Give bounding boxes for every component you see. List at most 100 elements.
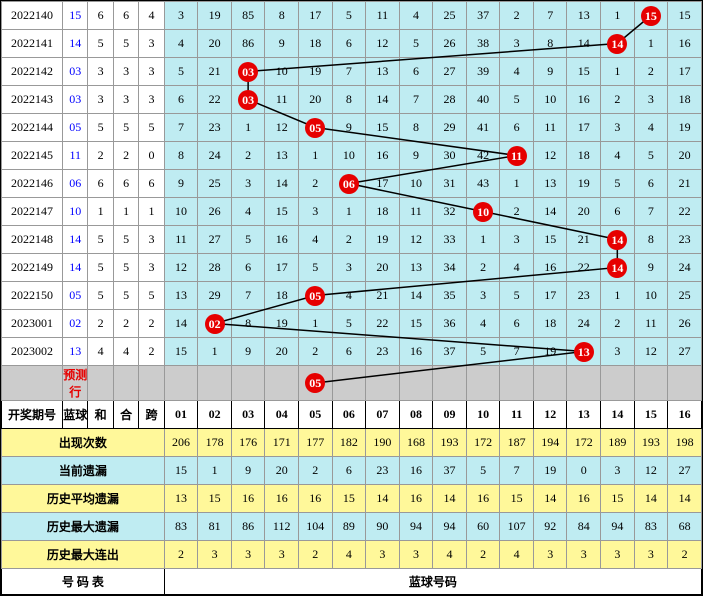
trend-cell: 14: [601, 226, 635, 254]
trend-cell: 5: [500, 282, 534, 310]
trend-cell: 1: [601, 2, 635, 30]
trend-cell: 20: [298, 86, 332, 114]
trend-cell: 21: [668, 170, 702, 198]
stat-cell: 83: [634, 513, 668, 541]
trend-cell: 22: [567, 254, 601, 282]
trend-cell: 17: [668, 58, 702, 86]
trend-cell: 1: [231, 114, 265, 142]
stat-cell: 177: [298, 429, 332, 457]
trend-cell: 7: [533, 2, 567, 30]
red-ball-marker: 14: [607, 34, 627, 54]
he-cell: 5: [113, 114, 138, 142]
red-ball-marker: 02: [205, 314, 225, 334]
blue-ball-value: 11: [63, 142, 88, 170]
trend-cell: 11: [634, 310, 668, 338]
trend-cell: 5: [601, 170, 635, 198]
period-cell: 2022146: [2, 170, 63, 198]
trend-cell: 11: [265, 86, 299, 114]
stat-cell: 23: [366, 457, 400, 485]
trend-cell: 7: [332, 58, 366, 86]
red-ball-marker: 06: [339, 174, 359, 194]
blue-ball-value: 14: [63, 226, 88, 254]
stat-cell: 14: [533, 485, 567, 513]
he-cell: 6: [113, 170, 138, 198]
number-col-header: 10: [466, 401, 500, 429]
trend-cell: 8: [332, 86, 366, 114]
stat-cell: 182: [332, 429, 366, 457]
period-cell: 2022144: [2, 114, 63, 142]
trend-cell: 13: [567, 338, 601, 366]
sum-cell: 3: [88, 86, 113, 114]
period-cell: 2022149: [2, 254, 63, 282]
trend-cell: 3: [601, 114, 635, 142]
trend-cell: 32: [433, 198, 467, 226]
trend-cell: 5: [332, 2, 366, 30]
trend-cell: 19: [198, 2, 232, 30]
trend-cell: 2: [298, 338, 332, 366]
stat-cell: 14: [668, 485, 702, 513]
he-cell: 3: [113, 58, 138, 86]
stat-cell: 193: [634, 429, 668, 457]
stat-cell: 178: [198, 429, 232, 457]
trend-cell: 26: [668, 310, 702, 338]
trend-cell: 16: [533, 254, 567, 282]
trend-cell: 2: [332, 226, 366, 254]
stat-cell: 9: [231, 457, 265, 485]
blue-ball-value: 13: [63, 338, 88, 366]
red-ball-marker: 05: [305, 286, 325, 306]
trend-cell: 7: [164, 114, 198, 142]
sum-cell: 2: [88, 142, 113, 170]
trend-cell: 18: [533, 310, 567, 338]
prediction-cell: [198, 366, 232, 401]
stat-cell: 16: [399, 457, 433, 485]
trend-cell: 7: [399, 86, 433, 114]
trend-cell: 5: [500, 86, 534, 114]
period-cell: 2023001: [2, 310, 63, 338]
number-col-header: 05: [298, 401, 332, 429]
trend-cell: 13: [567, 2, 601, 30]
stat-cell: 92: [533, 513, 567, 541]
prediction-period: [2, 366, 63, 401]
stat-cell: 16: [231, 485, 265, 513]
stat-cell: 68: [668, 513, 702, 541]
stat-cell: 16: [567, 485, 601, 513]
trend-cell: 6: [231, 254, 265, 282]
trend-cell: 2: [601, 310, 635, 338]
data-row: 20230010222214028191522153646182421126: [2, 310, 702, 338]
trend-cell: 20: [567, 198, 601, 226]
stat-cell: 189: [601, 429, 635, 457]
red-ball-marker: 05: [305, 373, 325, 393]
kua-cell: 3: [139, 58, 164, 86]
trend-cell: 14: [399, 282, 433, 310]
period-cell: 2022150: [2, 282, 63, 310]
trend-cell: 3: [164, 2, 198, 30]
trend-cell: 3: [500, 30, 534, 58]
period-cell: 2022148: [2, 226, 63, 254]
number-col-header: 13: [567, 401, 601, 429]
trend-cell: 1: [332, 198, 366, 226]
stat-cell: 94: [601, 513, 635, 541]
trend-cell: 27: [433, 58, 467, 86]
footer-left: 号 码 表: [2, 569, 165, 595]
small-col-header: 合: [113, 401, 138, 429]
trend-cell: 16: [366, 142, 400, 170]
number-col-header: 07: [366, 401, 400, 429]
trend-cell: 85: [231, 2, 265, 30]
stat-cell: 3: [399, 541, 433, 569]
trend-cell: 1: [198, 338, 232, 366]
stat-cell: 15: [500, 485, 534, 513]
data-row: 2023002134421519202623163757191331227: [2, 338, 702, 366]
data-row: 20221491455312286175320133424162214924: [2, 254, 702, 282]
trend-cell: 3: [298, 198, 332, 226]
trend-cell: 6: [500, 114, 534, 142]
stat-label: 出现次数: [2, 429, 165, 457]
trend-cell: 9: [634, 254, 668, 282]
stat-row: 出现次数206178176171177182190168193172187194…: [2, 429, 702, 457]
trend-cell: 1: [466, 226, 500, 254]
trend-cell: 4: [500, 58, 534, 86]
trend-cell: 19: [366, 226, 400, 254]
sum-cell: 5: [88, 282, 113, 310]
kua-cell: 2: [139, 310, 164, 338]
trend-cell: 30: [433, 142, 467, 170]
stat-cell: 27: [668, 457, 702, 485]
